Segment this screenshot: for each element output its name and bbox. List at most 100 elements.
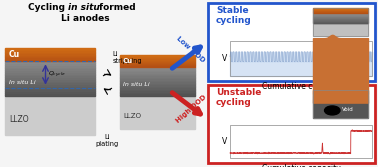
Bar [120,86,195,87]
Text: Li
stripping: Li stripping [113,51,142,64]
Bar [5,63,95,65]
Bar [5,81,95,82]
Bar [120,92,195,93]
Text: High DOD: High DOD [175,94,208,124]
Bar [5,75,95,77]
Bar [313,100,368,101]
Bar [5,60,95,61]
Bar [120,58,195,60]
Bar [313,92,368,93]
Bar [5,54,95,56]
Bar [120,60,195,61]
Bar [313,96,368,97]
Bar [5,84,95,86]
Bar [120,93,195,95]
Text: in situ: in situ [68,3,100,12]
Bar [313,8,368,9]
Text: Unstable
cycling: Unstable cycling [216,88,261,107]
Text: Li anodes: Li anodes [61,14,109,23]
Bar [120,83,195,84]
Bar [313,17,368,18]
Bar [5,88,95,89]
Bar [120,55,195,56]
Bar [120,62,195,63]
Bar [313,19,368,20]
Bar [5,86,95,88]
Bar [5,95,95,96]
Bar [120,57,195,58]
Bar [230,125,372,158]
Bar [120,63,195,64]
Bar [313,90,368,91]
Bar [313,103,368,118]
Bar [5,96,95,135]
Bar [5,77,95,79]
Bar [313,102,368,103]
Bar [5,67,95,68]
Text: Cu: Cu [123,58,133,64]
Bar [120,78,195,80]
Bar [5,70,95,72]
Ellipse shape [325,106,340,115]
Bar [313,23,368,36]
Bar [120,81,195,83]
Bar [313,94,368,95]
Bar [5,91,95,93]
Text: In situ Li: In situ Li [9,80,36,85]
Bar [313,15,368,16]
Bar [5,93,95,95]
Bar [120,90,195,92]
Text: LLZO: LLZO [123,113,141,119]
Text: LLZO: LLZO [9,115,29,124]
Bar [313,93,368,94]
Bar [313,13,368,14]
Bar [313,14,368,15]
Bar [120,68,195,70]
Bar [5,79,95,81]
Bar [313,90,368,118]
Text: Cumulative capacity: Cumulative capacity [262,82,340,91]
Bar [313,11,368,12]
Text: Li
plating: Li plating [96,134,119,147]
Bar [120,56,195,57]
Bar [230,125,372,158]
Bar [120,89,195,90]
Bar [313,22,368,23]
Bar [5,82,95,84]
Bar [5,89,95,91]
Bar [5,59,95,60]
Bar [120,65,195,67]
Bar [313,101,368,102]
Bar [208,3,375,81]
Bar [120,96,195,129]
Bar [313,18,368,19]
Bar [313,98,368,99]
Bar [5,61,95,63]
Bar [120,64,195,65]
Text: Cu: Cu [9,50,20,59]
Text: V: V [222,137,227,146]
Bar [5,49,95,50]
Bar [313,16,368,17]
Bar [120,95,195,96]
Bar [313,91,368,92]
Bar [120,74,195,75]
Text: $Q_{cycle}$: $Q_{cycle}$ [48,69,67,80]
Bar [230,41,372,76]
Text: Cycling: Cycling [28,3,68,12]
Bar [313,12,368,13]
Bar [120,72,195,74]
Bar [120,70,195,71]
Text: In situ Li: In situ Li [123,82,150,87]
Bar [120,75,195,77]
Text: V: V [222,54,227,63]
Text: Stable
cycling: Stable cycling [216,6,252,25]
Bar [313,21,368,22]
Bar [5,68,95,70]
Bar [120,84,195,86]
Bar [208,85,375,163]
Bar [5,74,95,75]
Bar [120,61,195,62]
Bar [5,57,95,59]
Bar [230,41,372,76]
